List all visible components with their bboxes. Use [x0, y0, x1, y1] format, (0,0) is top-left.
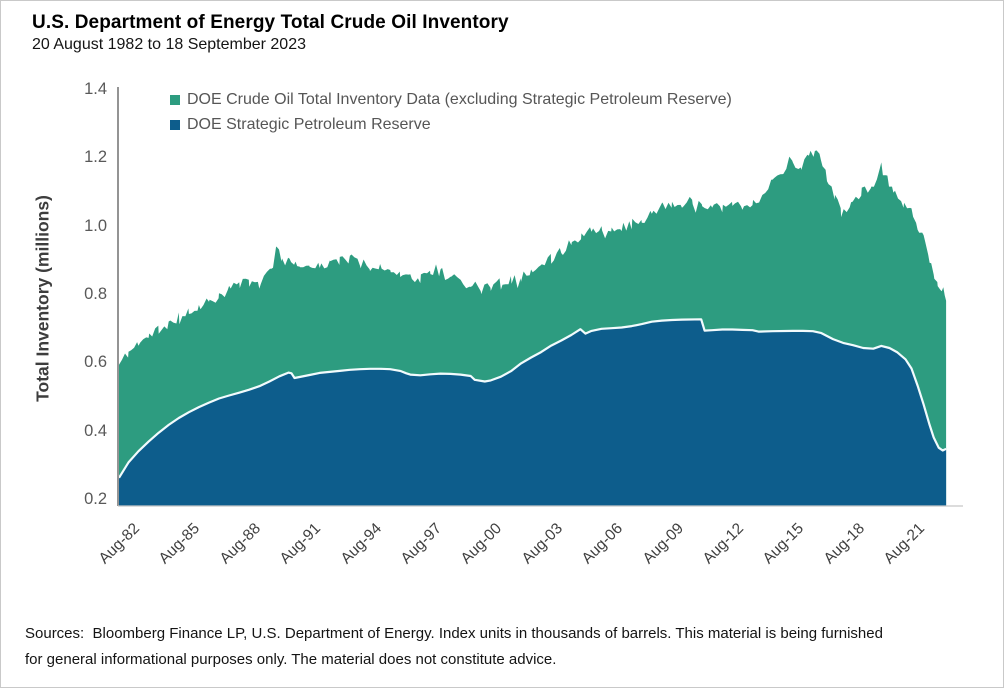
legend-swatch	[170, 119, 180, 130]
legend-item-spr: DOE Strategic Petroleum Reserve	[170, 112, 732, 137]
blue-area-spr	[119, 319, 947, 506]
source-note-line-2: for general informational purposes only.…	[25, 650, 557, 668]
chart-title: U.S. Department of Energy Total Crude Oi…	[32, 12, 509, 33]
y-tick-label: 1.0	[84, 217, 107, 235]
y-tick-label: 0.6	[84, 353, 107, 371]
y-tick-label: 1.4	[84, 80, 107, 98]
source-note: Sources: Bloomberg Finance LP, U.S. Depa…	[25, 621, 883, 672]
legend-item-total-ex-spr: DOE Crude Oil Total Inventory Data (excl…	[170, 87, 732, 112]
chart-subtitle: 20 August 1982 to 18 September 2023	[32, 36, 306, 53]
y-tick-label: 0.4	[84, 422, 107, 440]
y-tick-label: 1.2	[84, 148, 107, 166]
legend-label: DOE Strategic Petroleum Reserve	[187, 115, 431, 133]
y-tick-label: 0.2	[84, 490, 107, 508]
spr-boundary-line	[118, 318, 947, 479]
legend-swatch	[170, 94, 180, 105]
y-tick-label: 0.8	[84, 285, 107, 303]
source-note-line-1: Sources: Bloomberg Finance LP, U.S. Depa…	[25, 625, 883, 642]
chart-legend: DOE Crude Oil Total Inventory Data (excl…	[170, 87, 732, 137]
legend-label: DOE Crude Oil Total Inventory Data (excl…	[187, 90, 732, 108]
